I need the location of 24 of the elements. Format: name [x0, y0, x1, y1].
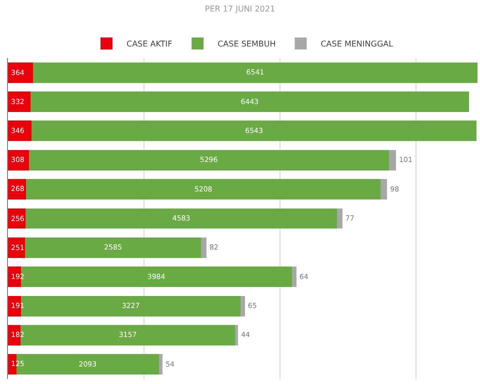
bar — [8, 120, 32, 142]
legend-label: CASE MENINGGAL — [320, 40, 394, 49]
bar — [25, 237, 201, 258]
bar — [32, 62, 478, 83]
bar — [292, 266, 296, 288]
bar — [28, 150, 390, 170]
bar — [380, 179, 388, 200]
bar — [25, 208, 338, 229]
bar — [200, 237, 206, 258]
bar — [240, 296, 245, 316]
bar — [8, 237, 26, 258]
bar — [30, 92, 469, 112]
legend-label: CASE AKTIF — [126, 40, 173, 49]
bar — [32, 120, 477, 142]
bar — [8, 92, 31, 112]
bar — [389, 150, 396, 170]
bar — [158, 354, 163, 375]
legend-label: CASE SEMBUH — [218, 40, 276, 49]
bar — [235, 325, 238, 346]
bar — [8, 150, 29, 170]
bar — [26, 179, 380, 200]
chart-title: PER 17 JUNI 2021 — [204, 4, 276, 14]
bar — [337, 208, 342, 229]
bar — [8, 62, 33, 83]
